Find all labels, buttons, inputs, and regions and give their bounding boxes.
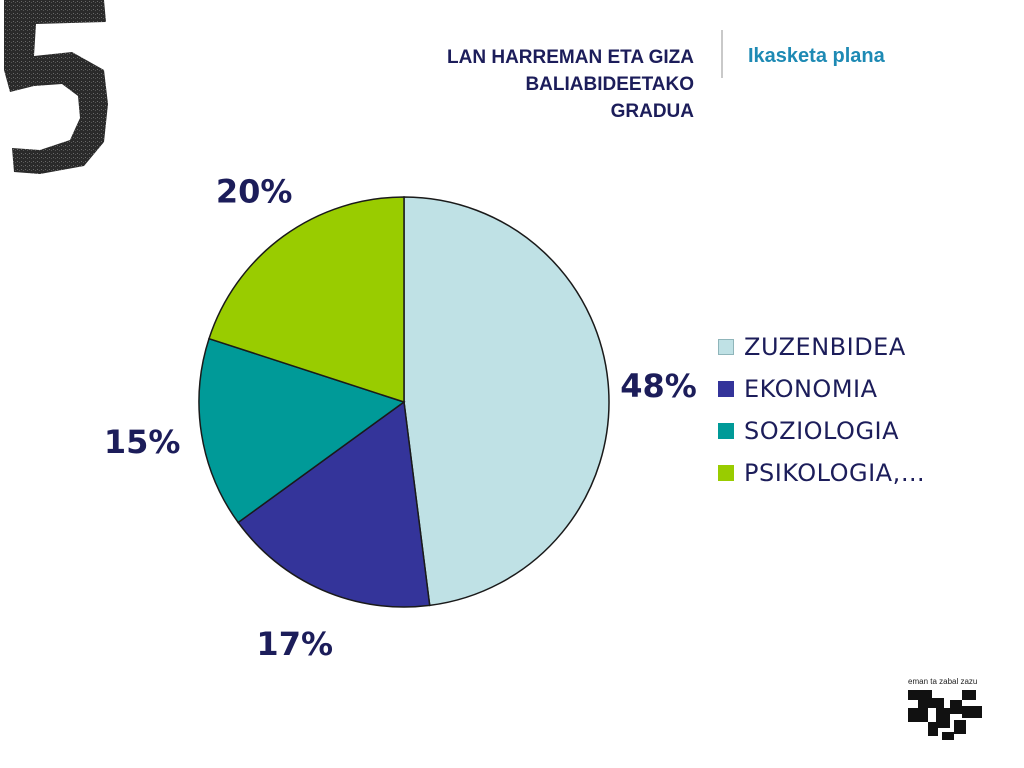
pie-slice-ekonomia [237, 400, 431, 608]
number-five-brush-icon [4, 0, 108, 174]
data-label: 17% [256, 625, 333, 663]
legend-item-ekonomia: EKONOMIA [718, 368, 925, 410]
legend-swatch [718, 423, 734, 439]
data-label: 20% [216, 173, 293, 211]
legend-label: PSIKOLOGIA,… [744, 459, 926, 487]
header-divider [721, 30, 723, 78]
logo-motto: eman ta zabal zazu [908, 677, 977, 686]
page-title-line-3: GRADUA [610, 101, 694, 122]
pie-slice-zuzenbidea [403, 196, 610, 607]
legend-swatch [718, 381, 734, 397]
pie-slice-soziologia [198, 337, 406, 524]
legend-label: SOZIOLOGIA [744, 417, 900, 445]
page-title: LAN HARREMAN ETA GIZA BALIABIDEETAKO GRA… [447, 44, 694, 125]
legend-swatch [718, 339, 734, 355]
legend-label: EKONOMIA [744, 375, 878, 403]
chart-legend: ZUZENBIDEA EKONOMIA SOZIOLOGIA PSIKOLOGI… [718, 326, 925, 494]
legend-swatch [718, 465, 734, 481]
data-label: 15% [104, 423, 181, 461]
legend-item-psikologia: PSIKOLOGIA,… [718, 452, 925, 494]
ehu-upv-logo: eman ta zabal zazu [908, 677, 982, 740]
legend-label: ZUZENBIDEA [744, 333, 906, 361]
study-plan-link[interactable]: Ikasketa plana [748, 45, 885, 67]
data-label: 48% [620, 367, 697, 405]
legend-item-zuzenbidea: ZUZENBIDEA [718, 326, 925, 368]
page-title-line-1: LAN HARREMAN ETA GIZA [447, 47, 694, 68]
pie-slice-psikologia [208, 196, 405, 404]
page-title-line-2: BALIABIDEETAKO [525, 74, 694, 95]
legend-item-soziologia: SOZIOLOGIA [718, 410, 925, 452]
